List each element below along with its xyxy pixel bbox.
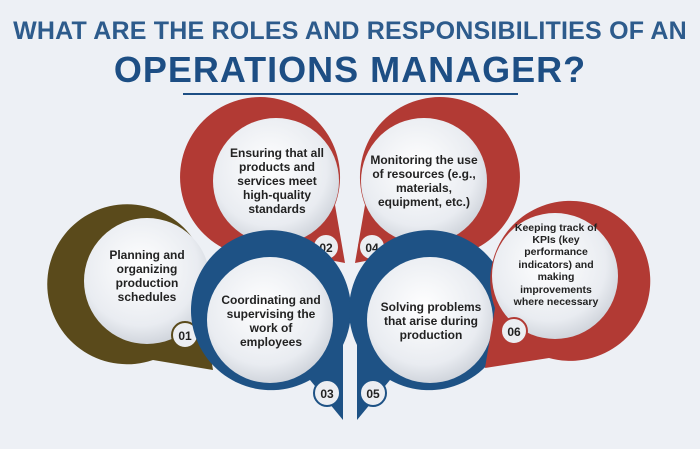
bubble-05 (367, 257, 493, 383)
badge-06 (500, 317, 528, 345)
number-05: 05 (366, 387, 380, 401)
role-card-02: 02 (180, 97, 345, 263)
title-line-2: OPERATIONS MANAGER? (113, 49, 587, 90)
badge-03 (313, 379, 341, 407)
role-card-01: 01 (47, 204, 213, 370)
badge-05 (359, 379, 387, 407)
role-card-03: 03 (190, 230, 351, 420)
number-03: 03 (320, 387, 334, 401)
role-card-05: 05 (349, 230, 510, 420)
title-line-1: WHAT ARE THE ROLES AND RESPONSIBILITIES … (13, 17, 687, 45)
role-card-04: 04 (355, 97, 520, 263)
bubble-04 (361, 118, 487, 244)
number-06: 06 (507, 325, 521, 339)
role-text-04: Monitoring the use of resources (e.g., m… (370, 152, 478, 210)
role-text-05: Solving problems that arise during produ… (380, 299, 482, 343)
bubble-03 (207, 257, 333, 383)
bubble-02 (213, 118, 339, 244)
title-underline (183, 93, 518, 95)
role-card-06: 06 (485, 200, 651, 368)
role-text-02: Ensuring that all products and services … (229, 145, 324, 217)
role-text-01: Planning and organizing production sched… (109, 247, 185, 305)
bubble-06 (492, 213, 618, 339)
role-text-03: Coordinating and supervising the work of… (221, 292, 321, 350)
number-01: 01 (178, 329, 192, 343)
bubble-01 (84, 218, 210, 344)
role-text-06: Keeping track of KPIs (key performance i… (513, 221, 599, 308)
